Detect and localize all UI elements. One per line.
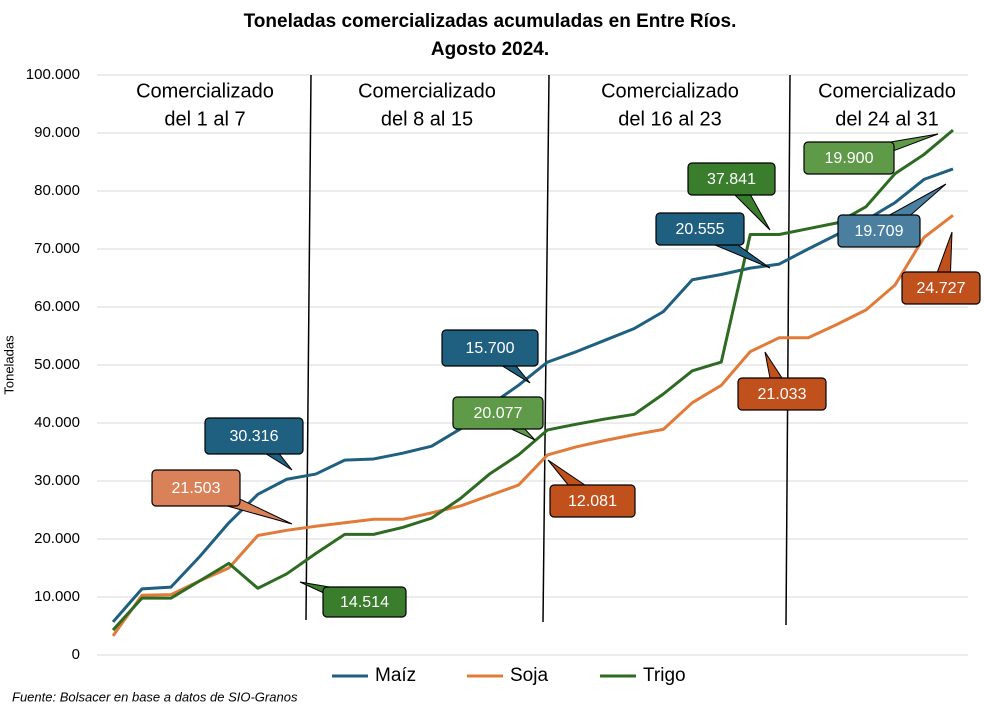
callout-label: 12.081	[568, 493, 617, 510]
y-tick-label: 20.000	[34, 530, 80, 547]
section-label: Comercializado	[136, 80, 274, 102]
legend-label: Maíz	[375, 665, 416, 686]
section-label: Comercializado	[601, 80, 739, 102]
y-tick-label: 0	[72, 646, 80, 663]
callout-label: 30.316	[230, 428, 279, 445]
callout-box	[549, 484, 636, 518]
y-tick-label: 70.000	[34, 240, 80, 257]
y-tick-label: 90.000	[34, 124, 80, 141]
callout-box	[687, 162, 776, 196]
callout-label: 14.514	[340, 594, 389, 611]
callout-box	[441, 329, 539, 367]
y-axis-label: Toneladas	[1, 335, 16, 395]
y-tick-label: 80.000	[34, 182, 80, 199]
callout-box	[803, 141, 895, 175]
y-tick-label: 10.000	[34, 588, 80, 605]
section-divider	[542, 74, 550, 623]
callout-label: 20.555	[676, 221, 725, 238]
callout-box	[655, 212, 745, 246]
chart-title: Toneladas comercializadas acumuladas en …	[244, 11, 737, 32]
section-label: del 16 al 23	[618, 108, 721, 130]
callout-box	[737, 377, 827, 411]
callout-label: 15.700	[466, 340, 515, 357]
series-line	[111, 214, 954, 637]
y-tick-label: 40.000	[34, 414, 80, 431]
y-tick-label: 100.000	[26, 66, 80, 83]
series-line	[111, 167, 954, 623]
callout-label: 20.077	[474, 405, 523, 422]
section-label: del 8 al 15	[381, 108, 473, 130]
section-label: Comercializado	[818, 80, 956, 102]
callout-box	[204, 417, 304, 455]
section-divider	[785, 74, 791, 626]
legend-label: Trigo	[643, 665, 686, 686]
callout-label: 21.503	[172, 480, 221, 497]
callout-box	[837, 214, 921, 248]
legend-label: Soja	[510, 665, 548, 686]
callout-label: 19.900	[825, 150, 874, 167]
callout-box	[322, 586, 407, 618]
chart-subtitle: Agosto 2024.	[431, 39, 549, 60]
section-label: del 1 al 7	[164, 108, 245, 130]
section-divider	[305, 74, 312, 621]
callout-label: 37.841	[707, 171, 756, 188]
callout-box	[151, 469, 241, 507]
section-label: del 24 al 31	[835, 108, 938, 130]
callout-label: 19.709	[855, 223, 904, 240]
callout-label: 21.033	[758, 386, 807, 403]
callout-box	[452, 396, 544, 430]
source-note: Fuente: Bolsacer en base a datos de SIO-…	[12, 689, 298, 704]
y-tick-label: 50.000	[34, 356, 80, 373]
callout-label: 24.727	[917, 280, 966, 297]
y-tick-label: 60.000	[34, 298, 80, 315]
section-label: Comercializado	[358, 80, 496, 102]
series-line	[111, 128, 954, 632]
callout-box	[901, 271, 981, 305]
y-tick-label: 30.000	[34, 472, 80, 489]
